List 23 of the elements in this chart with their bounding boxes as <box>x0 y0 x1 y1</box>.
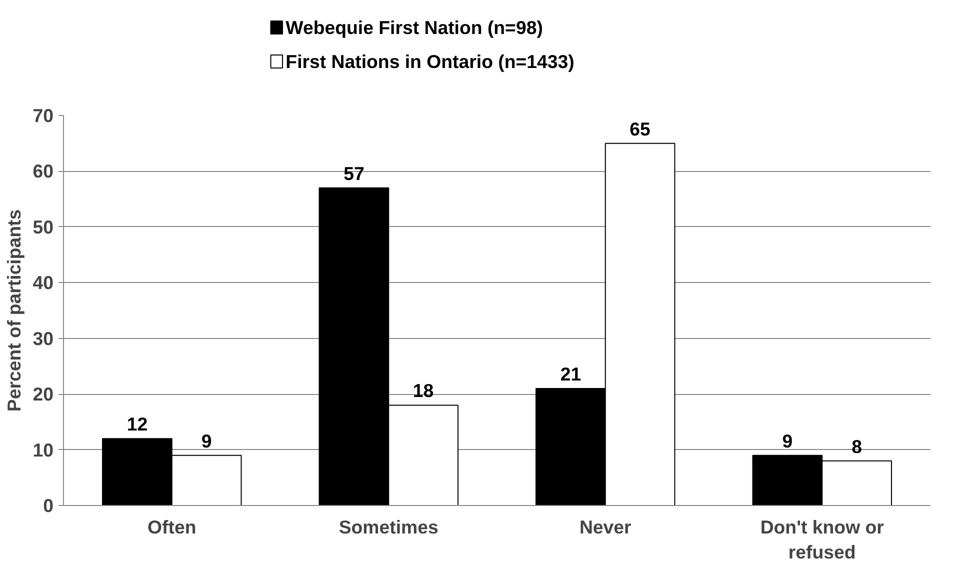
x-tick-label: Sometimes <box>338 516 438 538</box>
y-tick-label: 60 <box>32 160 54 182</box>
data-label: 65 <box>630 118 650 140</box>
data-label: 12 <box>126 414 148 435</box>
legend-label: First Nations in Ontario (n=1433) <box>286 51 574 72</box>
data-label: 57 <box>344 162 364 184</box>
data-label: 18 <box>412 380 434 402</box>
data-label: 9 <box>782 430 793 452</box>
data-label: 8 <box>852 436 862 457</box>
y-tick-label: 10 <box>32 439 54 460</box>
y-axis-title: Percent of participants <box>4 209 25 412</box>
y-tick-label: 40 <box>32 272 54 294</box>
y-tick-label: 20 <box>32 384 54 405</box>
x-tick-label: Often <box>148 516 196 538</box>
data-label: 9 <box>201 430 212 452</box>
y-tick-label: 50 <box>32 216 54 238</box>
y-tick-label: 0 <box>43 495 54 516</box>
y-tick-label: 30 <box>32 328 54 349</box>
x-tick-label: Never <box>579 516 632 538</box>
y-tick-label: 70 <box>32 105 54 126</box>
x-tick-label: Don't know or refused <box>760 516 884 563</box>
data-label: 21 <box>560 364 582 384</box>
legend-label: Webequie First Nation (n=98) <box>286 17 543 38</box>
